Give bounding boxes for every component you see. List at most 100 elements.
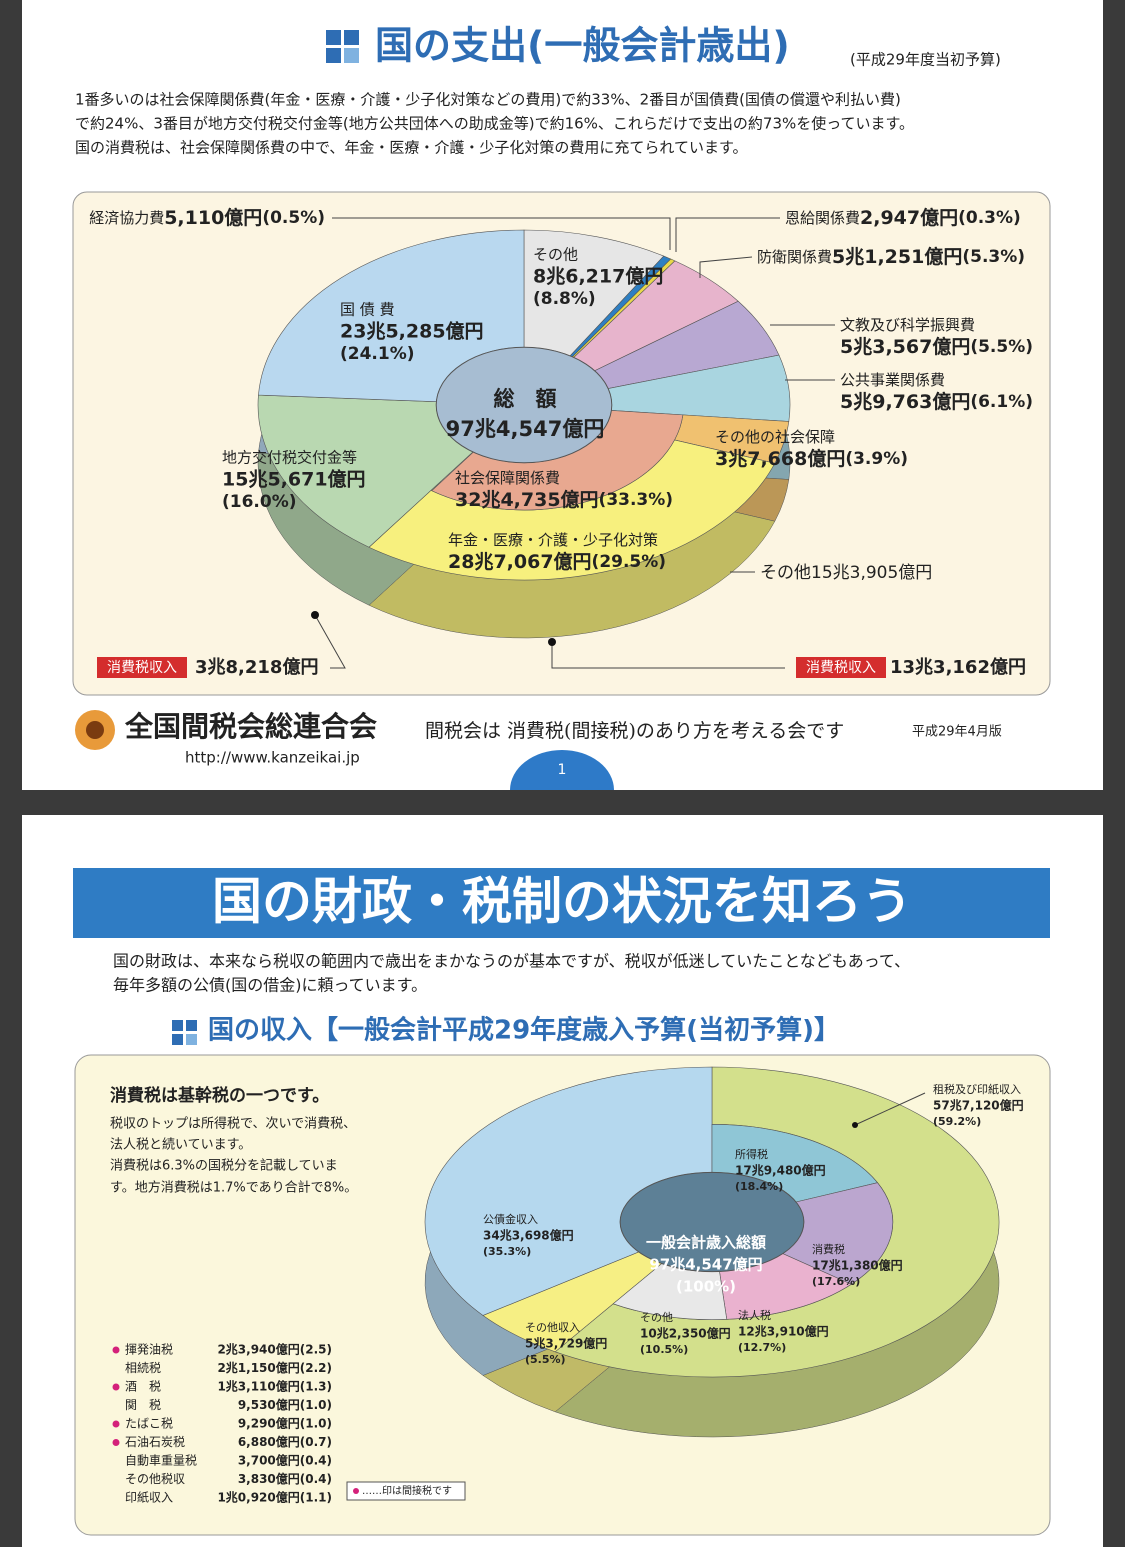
center-label: 一般会計歳入総額: [646, 1234, 766, 1252]
tax-amount: 9,530億円(1.0): [238, 1397, 332, 1412]
url: http://www.kanzeikai.jp: [185, 749, 360, 767]
slice-label: 文教及び科学振興費: [840, 316, 975, 334]
intro-line: 1番多いのは社会保障関係費(年金・医療・介護・少子化対策などの費用)で約33%、…: [75, 91, 901, 109]
tax-name: 関 税: [125, 1398, 161, 1412]
slogan: 間税会は 消費税(間接税)のあり方を考える会です: [425, 720, 844, 742]
tax-amount: 1兆3,110億円(1.3): [217, 1379, 332, 1394]
label-part: 文教及び科学振興費: [840, 316, 975, 334]
slice-label: 恩給関係費2,947億円(0.3%): [785, 206, 1021, 229]
note-line: す。地方消費税は1.7%であり合計で8%。: [110, 1180, 357, 1196]
slice-label: その他: [533, 246, 578, 264]
slice-label: 公債金収入: [483, 1212, 538, 1226]
slice-label: (24.1%): [340, 344, 415, 364]
label-part: (3.9%): [845, 449, 908, 469]
note-title: 消費税は基幹税の一つです。: [110, 1085, 329, 1106]
tax-name: 揮発油税: [125, 1343, 173, 1357]
tax-amount: 1兆0,920億円(1.1): [217, 1490, 332, 1505]
label-part: 5兆1,251億円: [832, 245, 962, 268]
tax-name: 自動車重量税: [125, 1454, 197, 1468]
marker: [548, 638, 556, 646]
slice-label: 10兆2,350億円: [640, 1326, 731, 1341]
tax-amount: 3兆8,218億円: [195, 656, 318, 678]
tag-box: [796, 657, 886, 678]
slice-label: その他の社会保障: [715, 428, 835, 446]
page-number: 1: [558, 762, 567, 778]
label-part: 3兆7,668億円: [715, 447, 845, 470]
center: [619, 1171, 805, 1273]
tag: 消費税収入: [107, 660, 177, 676]
slice-label: その他: [640, 1311, 673, 1324]
slice-label: 28兆7,067億円(29.5%): [448, 550, 666, 573]
legend-text: ……印は間接税です: [362, 1484, 452, 1497]
leader-line: [854, 1092, 926, 1126]
label-part: 28兆7,067億円: [448, 550, 592, 573]
label-part: 防衛関係費: [757, 248, 832, 266]
intro-line: 国の消費税は、社会保障関係費の中で、年金・医療・介護・少子化対策の費用に充てられ…: [75, 139, 747, 157]
heading-bar: [73, 868, 1050, 938]
label-part: 32兆4,735億円: [455, 488, 599, 511]
slice-label: (10.5%): [640, 1343, 688, 1356]
marker: [311, 611, 319, 619]
label-part: 年金・医療・介護・少子化対策: [448, 531, 658, 549]
page-title: 国の支出(一般会計歳出): [375, 24, 790, 68]
indirect-marker: [112, 1346, 120, 1354]
label-part: 5兆3,567億円: [840, 335, 970, 358]
slice-label: 5兆3,567億円(5.5%): [840, 335, 1033, 358]
slice-label: 地方交付税交付金等: [222, 449, 357, 467]
tax-amount: 3,700億円(0.4): [238, 1453, 332, 1468]
tax-amount: 6,880億円(0.7): [238, 1434, 332, 1449]
label-part: 2,947億円: [860, 206, 958, 229]
slice-label: 法人税: [738, 1308, 771, 1322]
slice-label: 消費税: [812, 1242, 845, 1256]
tax-name: 酒 税: [125, 1380, 161, 1394]
label-part: 5,110億円: [164, 206, 262, 229]
label-part: (0.5%): [262, 208, 325, 228]
label-part: 経済協力費: [89, 209, 164, 227]
tax-name: 相続税: [125, 1361, 161, 1375]
label-part: 恩給関係費: [785, 209, 860, 227]
slice-label: 57兆7,120億円: [933, 1098, 1024, 1113]
tax-name: 石油石炭税: [125, 1435, 185, 1449]
slice-label: 12兆3,910億円: [738, 1324, 829, 1339]
slice-label: 8兆6,217億円: [533, 265, 663, 288]
center-label: (100%): [676, 1278, 736, 1296]
marker: [852, 1122, 858, 1128]
slice-label: 5兆9,763億円(6.1%): [840, 390, 1033, 413]
label-part: (5.3%): [962, 247, 1025, 267]
annotation: その他15兆3,905億円: [760, 563, 932, 583]
leader-lines: [314, 217, 835, 669]
slice-label: 年金・医療・介護・少子化対策: [448, 531, 658, 549]
tax-name: 印紙収入: [125, 1490, 173, 1505]
label-part: (5.5%): [970, 337, 1033, 357]
budget-note: (平成29年度当初予算): [850, 51, 1001, 69]
label-part: (29.5%): [592, 552, 667, 572]
label-part: (0.3%): [958, 208, 1021, 228]
slice-label: 34兆3,698億円: [483, 1228, 574, 1243]
center-label: 総 額: [494, 387, 557, 411]
slice-label: (12.7%): [738, 1341, 786, 1354]
legend-marker: [353, 1488, 359, 1494]
slice-label: 所得税: [735, 1147, 768, 1161]
note-line: 消費税は6.3%の国税分を記載していま: [110, 1158, 338, 1174]
tax-amount: 9,290億円(1.0): [238, 1416, 332, 1431]
tax-table: 揮発油税 2兆3,940億円(2.5) 相続税 2兆1,150億円(2.2) 酒 税 1兆…: [112, 1342, 332, 1505]
page-badge: [510, 750, 614, 790]
slice-label: (17.6%): [812, 1275, 860, 1288]
tax-amount: 13兆3,162億円: [890, 656, 1026, 678]
slice-label: 社会保障関係費: [455, 469, 560, 487]
intro-line: で約24%、3番目が地方交付税交付金等(地方公共団体への助成金等)で約16%、こ…: [75, 115, 914, 133]
revenue-pie: 租税及び印紙収入 57兆7,120億円 (59.2%) その他収入 5兆3,729億円 (…: [424, 1066, 1024, 1438]
tax-amount: 3,830億円(0.4): [238, 1471, 332, 1486]
slice-label: 23兆5,285億円: [340, 320, 484, 343]
slice-label: 経済協力費5,110億円(0.5%): [89, 206, 325, 229]
center-label: 97兆4,547億円: [649, 1256, 762, 1274]
label-part: 公共事業関係費: [840, 371, 945, 389]
slice-label: 32兆4,735億円(33.3%): [455, 488, 673, 511]
page-heading: 国の財政・税制の状況を知ろう: [212, 873, 912, 931]
label-part: (33.3%): [599, 490, 674, 510]
title-icon: [172, 1020, 197, 1045]
slice-label: (8.8%): [533, 289, 596, 309]
legend-box: [346, 1481, 466, 1501]
